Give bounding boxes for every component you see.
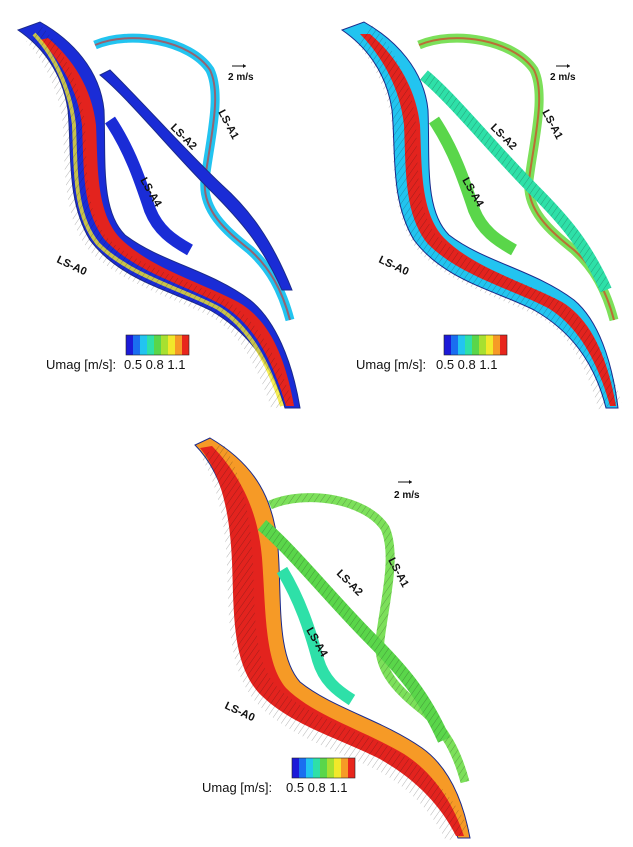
panel-2-colorbar [443,334,508,356]
panel-2: LS-A1 LS-A2 LS-A4 LS-A0 2 m/s Umag [m/s]… [340,21,622,410]
panel-2-vector-label: 2 m/s [550,72,576,83]
panel-3-label-a2: LS-A2 [334,568,365,599]
colorbar-swatch [348,758,355,778]
panel-3-label-a0: LS-A0 [223,700,257,724]
colorbar-swatch [313,758,320,778]
colorbar-swatch [154,335,161,355]
panel-1-label-a1: LS-A1 [215,108,241,142]
panel-2-label-a0: LS-A0 [377,254,411,278]
colorbar-frame [291,757,356,779]
colorbar-swatch [341,758,348,778]
panel-2-scale-label: Umag [m/s]: [356,357,426,372]
colorbar-swatch [140,335,147,355]
panel-3-scale-ticks: 0.5 0.8 1.1 [286,780,347,795]
colorbar-swatch [334,758,341,778]
panel-3-colorbar [291,757,356,779]
panel-2-scale-ticks: 0.5 0.8 1.1 [436,357,497,372]
colorbar-swatch [182,335,189,355]
colorbar-swatch [472,335,479,355]
colorbar-swatch [451,335,458,355]
panel-3-vector-label: 2 m/s [394,490,420,501]
colorbar-swatch [168,335,175,355]
colorbar-frame [125,334,190,356]
colorbar-swatch [299,758,306,778]
panel-1: LS-A1 LS-A2 LS-A4 LS-A0 2 m/s Umag [m/s]… [16,21,301,410]
panel-1-label-a0: LS-A0 [55,254,89,278]
panel-1-vector-label: 2 m/s [228,72,254,83]
panel-3: LS-A1 LS-A2 LS-A4 LS-A0 2 m/s Umag [m/s]… [194,437,471,842]
panel-3-channel-a4 [276,566,356,706]
colorbar-swatch [126,335,133,355]
colorbar-swatch [306,758,313,778]
panel-1-colorbar [125,334,190,356]
panel-2-channel-a4 [428,116,517,256]
colorbar-swatch [444,335,451,355]
colorbar-frame [443,334,508,356]
panel-1-channel-a2 [99,69,293,291]
colorbar-swatch [175,335,182,355]
colorbar-swatch [479,335,486,355]
panel-1-channel-a4 [104,116,193,256]
panel-1-scale-ticks: 0.5 0.8 1.1 [124,357,185,372]
colorbar-swatch [493,335,500,355]
colorbar-swatch [292,758,299,778]
panel-1-scale-label: Umag [m/s]: [46,357,116,372]
colorbar-swatch [500,335,507,355]
colorbar-swatch [161,335,168,355]
colorbar-swatch [465,335,472,355]
colorbar-swatch [147,335,154,355]
colorbar-swatch [458,335,465,355]
colorbar-swatch [320,758,327,778]
panel-2-label-a1: LS-A1 [539,108,565,142]
colorbar-swatch [133,335,140,355]
colorbar-swatch [486,335,493,355]
colorbar-swatch [327,758,334,778]
panel-3-scale-label: Umag [m/s]: [202,780,272,795]
